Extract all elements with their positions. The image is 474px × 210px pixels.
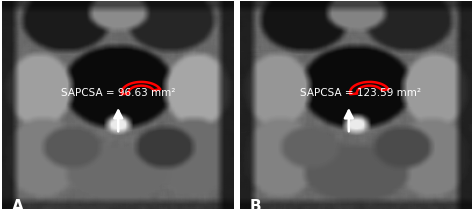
- Text: SAPCSA = 123.59 mm²: SAPCSA = 123.59 mm²: [300, 88, 421, 97]
- Text: B: B: [249, 199, 261, 210]
- Text: A: A: [12, 199, 23, 210]
- Text: SAPCSA = 96.63 mm²: SAPCSA = 96.63 mm²: [61, 88, 175, 97]
